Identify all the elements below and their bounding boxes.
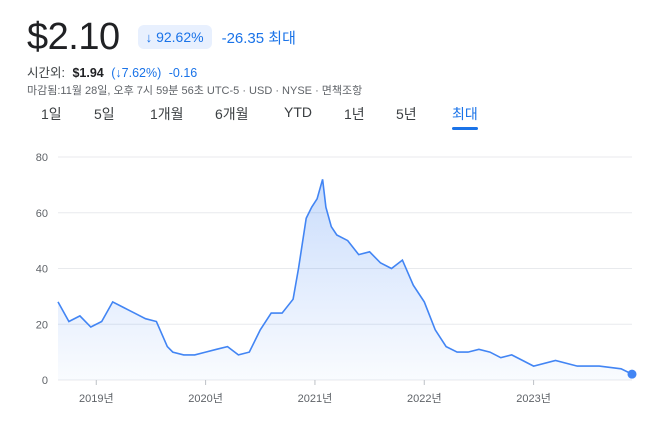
tab-max[interactable]: 최대 (452, 106, 478, 130)
price-chart[interactable]: 0 20 40 60 80 2019년 2020년 2021년 2022년 2023년 (0, 140, 664, 431)
x-tick-label: 2022년 (407, 392, 442, 405)
change-absolute-value: -26.35 (221, 29, 265, 47)
tab-5d[interactable]: 5일 (94, 106, 115, 122)
tab-1y[interactable]: 1년 (344, 106, 365, 122)
arrow-down-icon: ↓ (145, 29, 153, 45)
after-hours-price: $1.94 (72, 66, 104, 80)
y-tick-label: 80 (36, 152, 48, 164)
x-tick-label: 2021년 (298, 392, 333, 405)
x-tick-label: 2023년 (516, 392, 551, 405)
y-tick-label: 60 (36, 208, 48, 220)
y-tick-label: 40 (36, 264, 48, 276)
y-tick-label: 20 (36, 319, 48, 331)
tab-1m[interactable]: 1개월 (150, 106, 184, 122)
range-tabs: 1일 5일 1개월 6개월 YTD 1년 5년 최대 (0, 104, 664, 130)
change-range-label: 최대 (268, 29, 296, 47)
price-line (57, 179, 633, 375)
current-price: $2.10 (27, 16, 120, 58)
tab-5y[interactable]: 5년 (396, 106, 417, 122)
x-tick-label: 2020년 (188, 392, 223, 405)
last-price-dot (627, 369, 637, 379)
price-area (58, 179, 632, 380)
price-row: $2.10 ↓ 92.62% -26.35 최대 (27, 14, 296, 60)
after-hours-change-abs: -0.16 (168, 66, 198, 80)
change-absolute: -26.35 최대 (222, 27, 296, 48)
tab-ytd[interactable]: YTD (284, 104, 312, 120)
tab-1d[interactable]: 1일 (41, 106, 62, 122)
market-status-line: 마감됨:11월 28일, 오후 7시 59분 56초 UTC-5 · USD ·… (27, 85, 363, 97)
after-hours-change-pct: (↓7.62%) (111, 66, 162, 80)
after-hours-line: 시간외: $1.94 (↓7.62%) -0.16 (27, 62, 197, 81)
x-tick-label: 2019년 (79, 392, 114, 405)
tab-6m[interactable]: 6개월 (215, 106, 249, 122)
y-tick-label: 0 (42, 375, 48, 387)
change-percent-badge: ↓ 92.62% (137, 25, 212, 49)
change-percent: 92.62% (156, 29, 204, 45)
after-hours-label: 시간외: (27, 66, 65, 80)
